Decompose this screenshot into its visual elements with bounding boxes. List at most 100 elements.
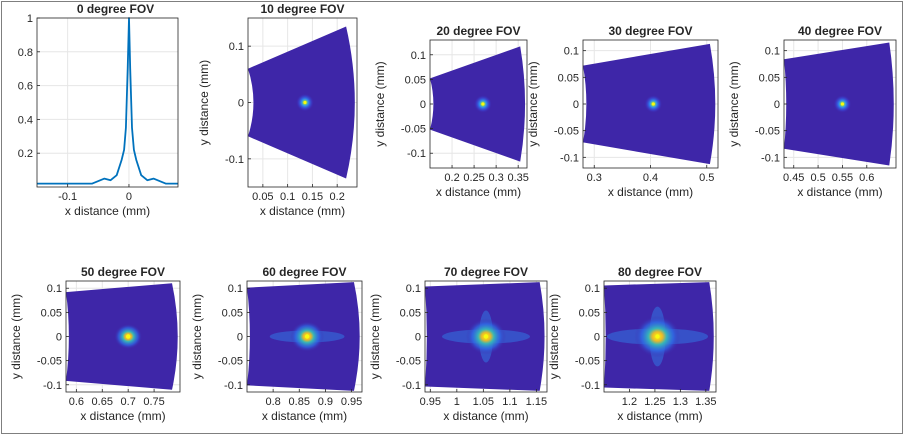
panel-title: 50 degree FOV <box>81 265 165 279</box>
x-axis-label: x distance (mm) <box>80 409 165 423</box>
y-tick-label: -0.1 <box>560 152 579 164</box>
y-tick-label: 0 <box>774 99 780 111</box>
x-tick-label: 1.3 <box>673 396 688 408</box>
y-tick-label: -0.05 <box>401 124 426 136</box>
panel-title: 70 degree FOV <box>444 265 528 279</box>
panel-p80: 1.2 1.25 1.3 1.35 0.1 0.05 0 -0.05 -0.1 80 degree… <box>547 265 717 423</box>
x-tick-label: 1.2 <box>622 396 637 408</box>
psf-peak <box>840 102 845 106</box>
psf-peak <box>304 334 310 339</box>
y-tick-label: 0.1 <box>47 283 62 295</box>
x-axis-label: x distance (mm) <box>260 204 345 218</box>
x-axis-label: x distance (mm) <box>262 409 347 423</box>
x-tick-label: 0.55 <box>832 172 853 184</box>
y-tick-label: -0.05 <box>37 356 62 368</box>
y-tick-label: -0.05 <box>396 356 421 368</box>
y-tick-label: 0.1 <box>765 46 780 58</box>
y-tick-label: -0.1 <box>761 152 780 164</box>
panel-title: 20 degree FOV <box>436 24 520 38</box>
y-tick-label: 0.4 <box>18 114 33 126</box>
psf-peak <box>481 102 485 106</box>
panel-title: 80 degree FOV <box>618 265 702 279</box>
y-tick-label: 0.05 <box>558 72 579 84</box>
y-tick-label: 0 <box>237 332 243 344</box>
y-axis-label: y distance (mm) <box>373 61 387 146</box>
psf-peak <box>655 334 660 339</box>
panel-title: 30 degree FOV <box>608 24 692 38</box>
x-tick-label: 1.05 <box>473 396 494 408</box>
y-tick-label: -0.1 <box>402 380 421 392</box>
panel-title: 60 degree FOV <box>262 265 346 279</box>
x-tick-label: 0.75 <box>143 396 164 408</box>
panel-p20: 0.2 0.25 0.3 0.35 0.1 0.05 0 -0.05 -0.1 20 degree… <box>373 24 529 199</box>
y-tick-label: -0.05 <box>755 126 780 138</box>
y-tick-label: 0 <box>594 332 600 344</box>
y-tick-label: 0 <box>420 99 426 111</box>
x-axis-label: x distance (mm) <box>608 185 693 199</box>
psf-peak <box>651 102 655 106</box>
x-tick-label: 0.3 <box>587 172 602 184</box>
x-axis-label: x distance (mm) <box>65 204 150 218</box>
y-tick-label: 0.05 <box>222 307 243 319</box>
psf-peak <box>125 334 131 339</box>
panel-p10: 0.05 0.1 0.15 0.2 0.1 0 -0.1 10 degree FOV x dis… <box>197 2 358 218</box>
panel-p0: -0.1 0 0.2 0.4 0.6 0.8 1 0 degree FOV x distance… <box>18 2 179 218</box>
x-tick-label: 0.25 <box>463 172 484 184</box>
y-tick-label: 0.1 <box>585 283 600 295</box>
panel-p40: 0.45 0.5 0.55 0.6 0.1 0.05 0 -0.05 -0.1 40 degree… <box>727 24 897 199</box>
x-tick-label: 0.4 <box>643 172 658 184</box>
y-tick-label: 0.05 <box>400 307 421 319</box>
y-axis-label: y distance (mm) <box>727 61 741 146</box>
y-tick-label: -0.1 <box>225 154 244 166</box>
x-tick-label: 0.9 <box>318 396 333 408</box>
y-tick-label: -0.05 <box>575 356 600 368</box>
x-axis-label: x distance (mm) <box>443 409 528 423</box>
y-tick-label: 0.1 <box>228 283 243 295</box>
y-axis-label: y distance (mm) <box>526 61 540 146</box>
panel-p70: 0.95 1 1.05 1.1 1.15 0.1 0.05 0 -0.05 -0.1 70 degr… <box>368 265 548 423</box>
x-axis-label: x distance (mm) <box>797 185 882 199</box>
y-tick-label: 0.05 <box>759 72 780 84</box>
x-tick-label: 0.35 <box>507 172 528 184</box>
y-tick-label: 0.05 <box>405 74 426 86</box>
psf-line <box>37 17 178 185</box>
y-tick-label: 0.1 <box>229 41 244 53</box>
x-tick-label: 0 <box>126 191 132 203</box>
x-tick-label: 0.1 <box>280 191 295 203</box>
psf-peak <box>483 334 489 339</box>
y-tick-label: -0.1 <box>224 380 243 392</box>
y-tick-label: -0.1 <box>581 380 600 392</box>
y-tick-label: 0 <box>56 332 62 344</box>
x-tick-label: 0.85 <box>289 396 310 408</box>
x-tick-label: 0.2 <box>330 191 345 203</box>
x-axis-label: x distance (mm) <box>617 409 702 423</box>
x-tick-label: 0.8 <box>265 396 280 408</box>
x-tick-label: 1.35 <box>695 396 716 408</box>
y-tick-label: 0 <box>238 98 244 110</box>
x-tick-label: 0.2 <box>444 172 459 184</box>
y-tick-label: 0.05 <box>41 307 62 319</box>
panel-title: 10 degree FOV <box>260 2 344 16</box>
y-tick-label: 0.1 <box>406 283 421 295</box>
x-tick-label: 0.6 <box>859 172 874 184</box>
panel-p60: 0.8 0.85 0.9 0.95 0.1 0.05 0 -0.05 -0.1 60 degree… <box>190 265 363 423</box>
x-axis-label: x distance (mm) <box>436 185 521 199</box>
y-axis-label: y distance (mm) <box>190 294 204 379</box>
y-tick-label: 0 <box>415 332 421 344</box>
x-tick-label: -0.1 <box>58 191 77 203</box>
y-tick-label: 0 <box>573 99 579 111</box>
x-tick-label: 0.5 <box>810 172 825 184</box>
x-tick-label: 1.25 <box>644 396 665 408</box>
y-tick-label: 0.8 <box>18 47 33 59</box>
y-axis-label: y distance (mm) <box>547 294 561 379</box>
y-tick-label: 0.6 <box>18 81 33 93</box>
y-tick-label: 0.05 <box>579 307 600 319</box>
y-tick-label: -0.1 <box>407 148 426 160</box>
y-tick-label: 0.2 <box>18 148 33 160</box>
x-tick-label: 0.65 <box>92 396 113 408</box>
x-tick-label: 1.15 <box>526 396 547 408</box>
x-tick-label: 0.3 <box>488 172 503 184</box>
y-tick-label: -0.05 <box>218 356 243 368</box>
